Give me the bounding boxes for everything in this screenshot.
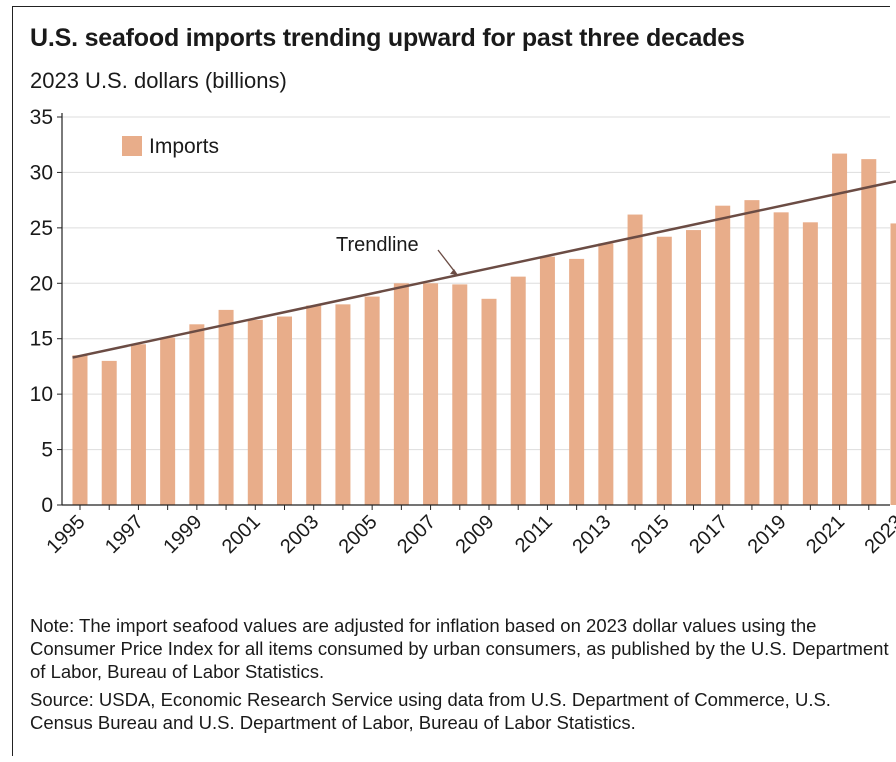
bar-2013 [598, 243, 614, 505]
x-tick-label: 2003 [276, 511, 323, 558]
bar-2021 [832, 153, 848, 505]
x-tick-label: 2009 [452, 511, 499, 558]
bar-1998 [160, 337, 176, 505]
trendline-label: Trendline [336, 234, 419, 256]
x-tick-label: 2013 [568, 511, 615, 558]
x-tick-label: 2011 [511, 511, 557, 557]
chart-frame [12, 6, 890, 756]
bar-2006 [393, 283, 409, 505]
y-tick-label: 15 [30, 328, 53, 351]
bar-2001 [247, 319, 263, 505]
bar-2018 [744, 200, 760, 505]
y-tick-label: 20 [30, 272, 53, 295]
bar-1996 [101, 360, 117, 505]
bar-2008 [452, 284, 468, 505]
x-tick-label: 1995 [43, 511, 90, 558]
chart-note: Note: The import seafood values are adju… [30, 615, 889, 682]
bar-2005 [364, 296, 380, 505]
bar-2007 [423, 283, 439, 505]
bar-2012 [569, 258, 585, 505]
y-tick-label: 35 [30, 106, 53, 129]
bar-1999 [189, 324, 205, 505]
bar-2009 [481, 298, 497, 505]
chart-source: Source: USDA, Economic Research Service … [30, 689, 831, 733]
x-tick-label: 1999 [159, 511, 206, 558]
bar-1997 [130, 344, 146, 505]
legend-label-imports: Imports [149, 135, 219, 158]
x-tick-label: 1997 [101, 511, 148, 558]
y-tick-label: 5 [41, 439, 53, 462]
bars [72, 153, 896, 506]
bar-2015 [656, 236, 672, 505]
bar-2000 [218, 309, 234, 505]
bar-2011 [539, 256, 555, 505]
trendline: Trendline [72, 180, 896, 359]
y-tick-label: 0 [41, 494, 53, 517]
x-tick-label: 2019 [744, 511, 791, 558]
x-tick-label: 2007 [393, 511, 440, 558]
legend-swatch-imports [122, 136, 142, 156]
x-tick-label: 2001 [218, 511, 265, 558]
trendline-line [72, 180, 896, 359]
bar-2023 [890, 223, 896, 505]
chart-title: U.S. seafood imports trending upward for… [30, 24, 745, 52]
y-tick-label: 30 [30, 161, 53, 184]
y-axis-label: 2023 U.S. dollars (billions) [30, 68, 287, 93]
bar-2017 [715, 205, 731, 505]
x-tick-label: 2023 [861, 511, 896, 558]
bar-2016 [686, 230, 701, 505]
bar-2020 [802, 222, 818, 506]
trendline-arrowhead [450, 269, 458, 276]
legend: Imports [122, 135, 219, 158]
x-tick-label: 2005 [335, 511, 382, 558]
bar-2002 [277, 316, 292, 505]
bar-2014 [627, 214, 643, 505]
bar-1995 [72, 355, 88, 505]
bar-2003 [306, 305, 322, 505]
x-tick-label: 2017 [685, 511, 732, 558]
trendline-leader [437, 249, 456, 273]
x-tick-label: 2021 [802, 511, 849, 558]
bar-2019 [773, 212, 789, 505]
bar-2004 [335, 304, 351, 505]
x-tick-label: 2015 [627, 511, 674, 558]
bar-2010 [510, 276, 526, 505]
y-tick-label: 10 [30, 383, 53, 406]
bar-2022 [861, 159, 877, 505]
gridlines [62, 116, 890, 451]
y-tick-label: 25 [30, 217, 53, 240]
